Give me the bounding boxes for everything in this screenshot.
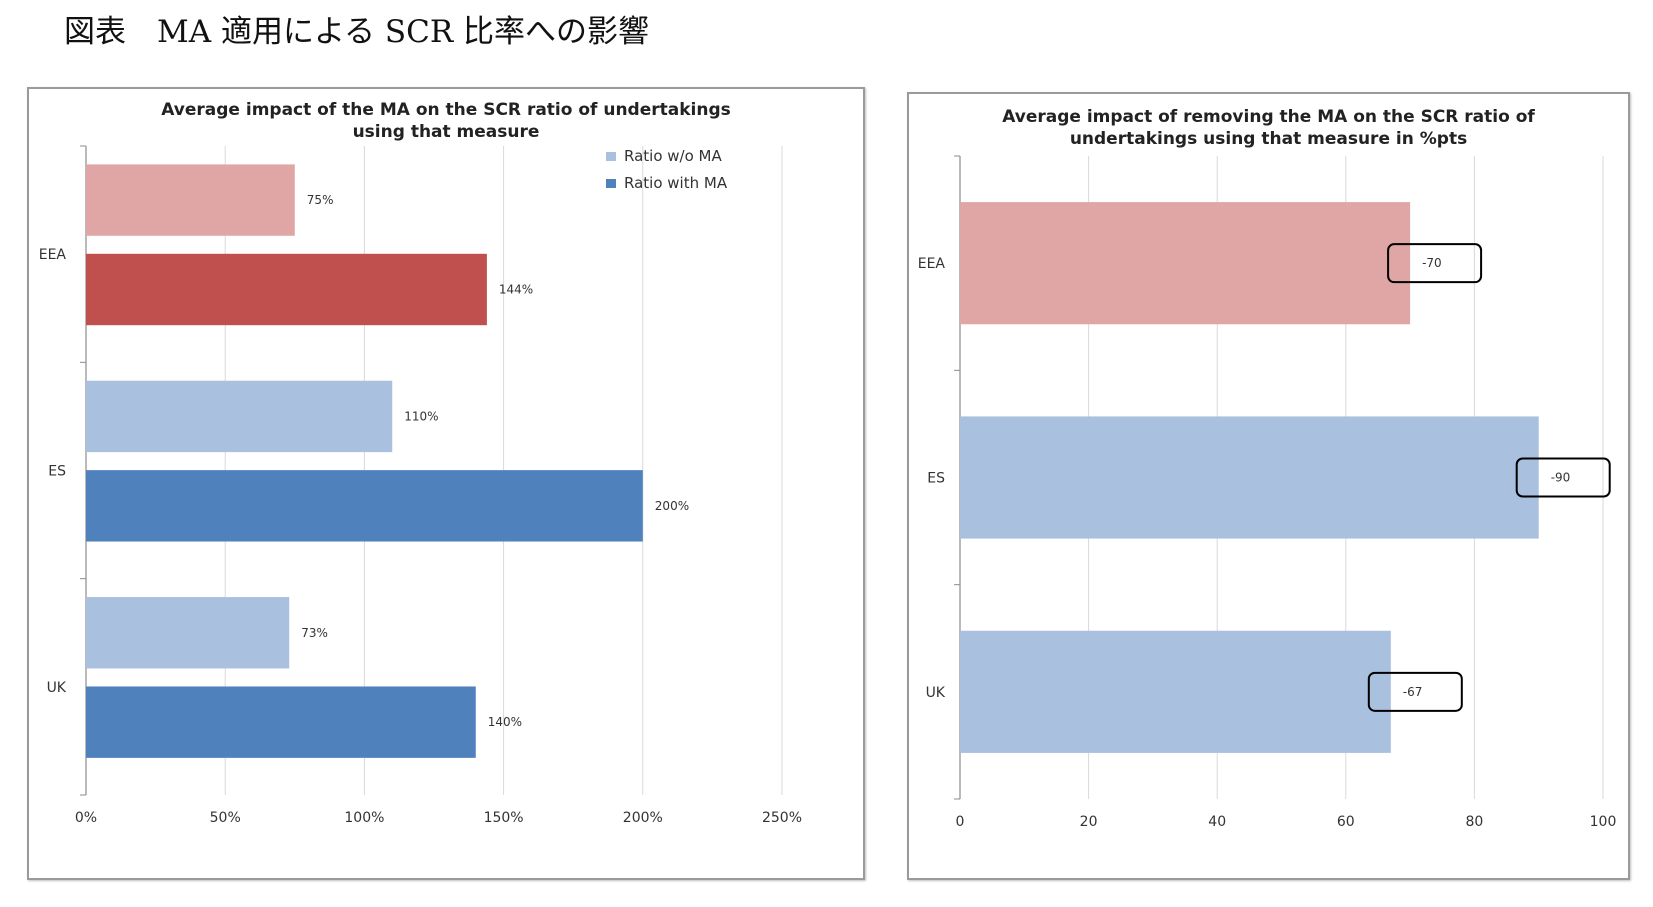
legend-label: Ratio with MA <box>624 174 728 192</box>
bar <box>960 202 1411 325</box>
x-tick-label: 40 <box>1208 814 1226 830</box>
data-label: -90 <box>1551 471 1571 485</box>
legend-label: Ratio w/o MA <box>624 147 722 165</box>
bar <box>86 470 643 542</box>
x-tick-label: 0% <box>75 810 97 826</box>
scr-ratio-chart-panel: 0% 50% 100% 150% 200% 250% EEA 75% 144% ES 110% 200… <box>27 87 865 880</box>
y-category-label: EEA <box>918 256 946 272</box>
x-tick-label: 100% <box>344 810 384 826</box>
data-label: 110% <box>404 409 438 423</box>
data-label: 200% <box>655 499 689 513</box>
chart-title-line: Average impact of removing the MA on the… <box>1002 107 1535 127</box>
y-category-label: ES <box>927 471 945 487</box>
bar <box>86 686 476 758</box>
data-label-box <box>1367 671 1463 712</box>
chart-title-line: Average impact of the MA on the SCR rati… <box>161 100 731 120</box>
data-label: 144% <box>499 283 533 297</box>
data-label: 140% <box>488 715 522 729</box>
x-tick-label: 200% <box>623 810 663 826</box>
ma-removal-impact-chart-title: Average impact of removing the MA on the… <box>909 106 1628 150</box>
x-tick-label: 250% <box>762 810 802 826</box>
ma-removal-impact-chart-panel: 0 20 40 60 80 100 EEA -70 ES -90 UK -67 Average imp… <box>907 92 1630 880</box>
x-tick-label: 150% <box>484 810 524 826</box>
page-heading: 図表 MA 適用による SCR 比率への影響 <box>64 14 650 50</box>
bar <box>86 164 295 236</box>
data-label: 75% <box>307 193 334 207</box>
data-label-box <box>1515 457 1611 498</box>
bar <box>960 630 1391 753</box>
bar <box>86 597 290 669</box>
ma-removal-impact-chart: 0 20 40 60 80 100 EEA -70 ES -90 UK -67 <box>918 155 1617 830</box>
legend-swatch <box>606 152 616 161</box>
x-tick-label: 20 <box>1080 814 1098 830</box>
chart-title-line: using that measure <box>352 122 540 142</box>
x-tick-label: 60 <box>1337 814 1355 830</box>
data-label: -67 <box>1403 685 1423 699</box>
scr-ratio-chart-title: Average impact of the MA on the SCR rati… <box>29 99 863 143</box>
scr-ratio-chart: 0% 50% 100% 150% 200% 250% EEA 75% 144% ES 110% 200… <box>39 145 802 826</box>
x-tick-label: 100 <box>1590 814 1617 830</box>
y-category-label: UK <box>926 685 946 701</box>
bar <box>960 416 1539 539</box>
x-tick-label: 50% <box>210 810 241 826</box>
y-category-label: ES <box>48 464 66 480</box>
x-tick-label: 0 <box>956 814 965 830</box>
y-category-label: EEA <box>39 247 67 263</box>
data-label: 73% <box>301 626 328 640</box>
bar <box>86 253 487 326</box>
bar <box>86 380 393 453</box>
legend-swatch <box>606 179 616 188</box>
x-tick-label: 80 <box>1465 814 1483 830</box>
chart-title-line: undertakings using that measure in %pts <box>1069 129 1468 149</box>
data-label-box <box>1387 243 1483 284</box>
data-label: -70 <box>1422 256 1442 270</box>
y-category-label: UK <box>47 680 67 696</box>
